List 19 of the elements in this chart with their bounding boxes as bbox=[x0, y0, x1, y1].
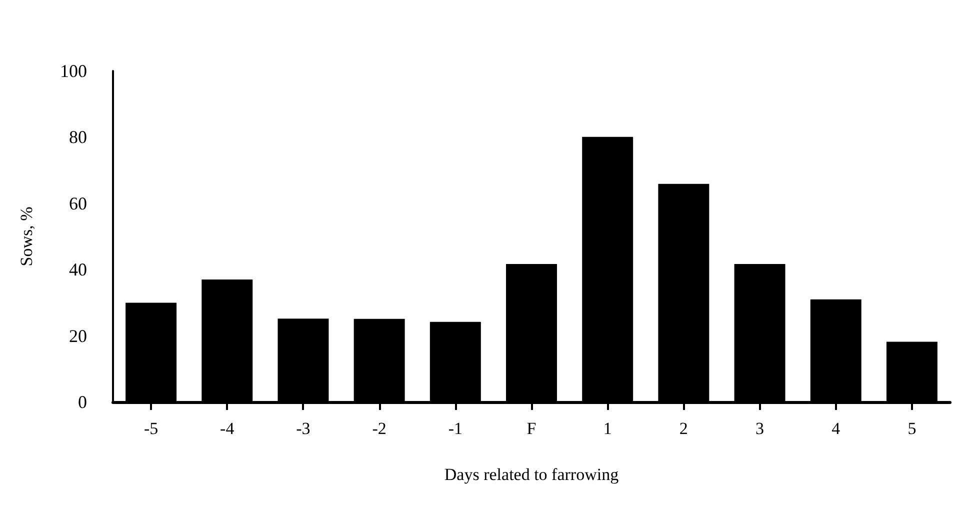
y-tick-label: 40 bbox=[69, 260, 87, 280]
x-tick-label: -1 bbox=[448, 419, 462, 438]
x-tick-label: 4 bbox=[832, 419, 841, 438]
y-axis-title: Sows, % bbox=[17, 206, 36, 266]
x-tick-label: -3 bbox=[296, 419, 310, 438]
x-axis-title: Days related to farrowing bbox=[444, 465, 620, 484]
x-tick-label: 3 bbox=[756, 419, 764, 438]
x-tick-label: F bbox=[526, 419, 536, 438]
y-tick-label: 60 bbox=[69, 193, 87, 214]
x-tick-label: 2 bbox=[679, 419, 688, 438]
y-tick-label: 20 bbox=[69, 326, 87, 346]
x-tick-label: -2 bbox=[372, 419, 386, 438]
x-tick-label: 5 bbox=[908, 419, 916, 438]
y-tick-label: 100 bbox=[60, 61, 87, 81]
y-tick-label: 80 bbox=[69, 127, 87, 148]
x-tick-label: -4 bbox=[220, 419, 235, 438]
x-tick-label: 1 bbox=[603, 419, 612, 438]
x-tick-label: -5 bbox=[144, 419, 158, 438]
y-tick-label: 0 bbox=[78, 392, 87, 412]
